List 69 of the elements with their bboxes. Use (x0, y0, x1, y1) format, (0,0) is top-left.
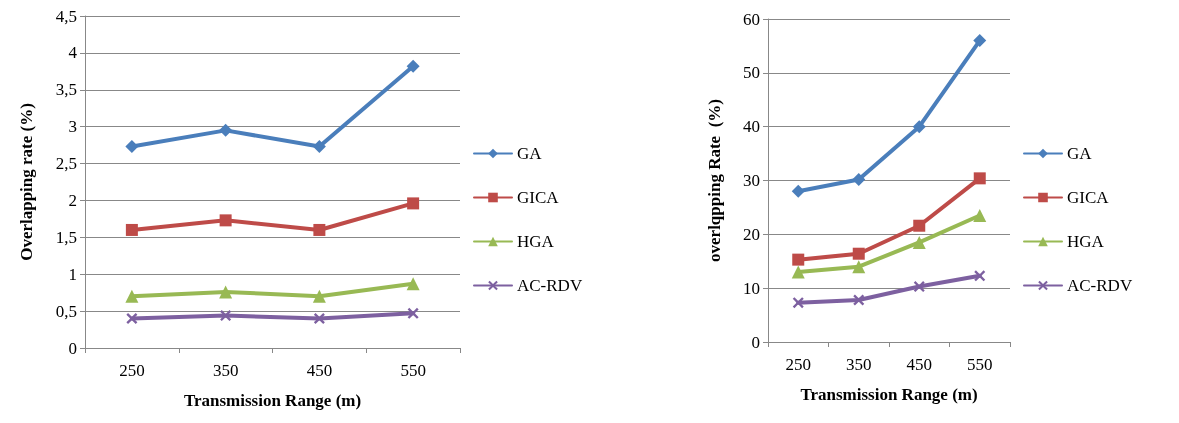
y-tick-label: 0 (751, 332, 760, 352)
point (853, 294, 865, 306)
point (312, 140, 326, 154)
point (792, 253, 805, 266)
point (913, 219, 926, 232)
point (125, 140, 139, 154)
legend-label: GICA (517, 188, 560, 207)
x-tick-label: 450 (906, 355, 932, 374)
y-tick-label: 60 (743, 9, 760, 29)
point (792, 297, 804, 309)
y-tick-label: 1,5 (55, 227, 77, 247)
y-tick-label: 20 (743, 224, 760, 244)
y-tick-label: 3,5 (55, 80, 77, 100)
point (219, 214, 232, 227)
point (407, 197, 420, 210)
y-axis-title: Overlapping rate (%) (17, 103, 36, 261)
point (407, 307, 419, 319)
y-tick-label: 3 (68, 117, 77, 137)
y-tick-label: 1 (68, 264, 77, 284)
legend-label: GA (517, 144, 543, 163)
point (791, 184, 805, 198)
point (125, 223, 138, 236)
point (973, 208, 987, 222)
y-tick-label: 10 (743, 278, 760, 298)
point (852, 247, 865, 260)
y-tick-label: 30 (743, 171, 760, 190)
y-tick-label: 0,5 (55, 301, 77, 321)
x-tick-label: 450 (306, 361, 333, 380)
y-tick-label: 2,5 (55, 154, 77, 174)
point (313, 312, 325, 324)
legend-label: AC-RDV (1067, 276, 1133, 295)
point (973, 172, 986, 185)
point (974, 270, 986, 282)
y-tick-label: 0 (68, 338, 77, 358)
y-tick-label: 4,5 (55, 6, 77, 26)
point (852, 260, 866, 274)
legend-label: GICA (1067, 188, 1110, 207)
point (313, 223, 326, 236)
x-tick-label: 550 (967, 355, 993, 374)
point (406, 277, 420, 291)
y-tick-label: 2 (68, 190, 77, 210)
x-axis-title: Transmission Range (m) (183, 391, 362, 410)
legend-label: HGA (517, 232, 555, 251)
point (126, 312, 138, 324)
x-tick-label: 350 (212, 361, 239, 380)
point (219, 123, 233, 137)
point (219, 285, 233, 299)
x-tick-label: 550 (400, 361, 426, 380)
point (312, 289, 326, 303)
legend-label: AC-RDV (517, 276, 583, 295)
x-tick-label: 250 (785, 355, 811, 374)
y-tick-label: 50 (743, 63, 760, 83)
point (973, 34, 987, 48)
x-axis-title: Transmission Range (m) (800, 385, 978, 404)
point (912, 235, 926, 249)
point (912, 120, 926, 134)
y-tick-label: 4 (68, 43, 78, 63)
x-tick-label: 350 (846, 355, 872, 374)
point (220, 310, 232, 322)
point (913, 281, 925, 293)
y-axis-title: overlqpping Rate (%) (705, 99, 724, 262)
legend-label: GA (1067, 144, 1093, 163)
x-tick-label: 250 (119, 361, 145, 380)
point (791, 265, 805, 279)
legend-label: HGA (1067, 232, 1105, 251)
point (406, 59, 420, 73)
point (125, 289, 139, 303)
point (852, 172, 866, 186)
y-tick-label: 40 (743, 117, 760, 137)
